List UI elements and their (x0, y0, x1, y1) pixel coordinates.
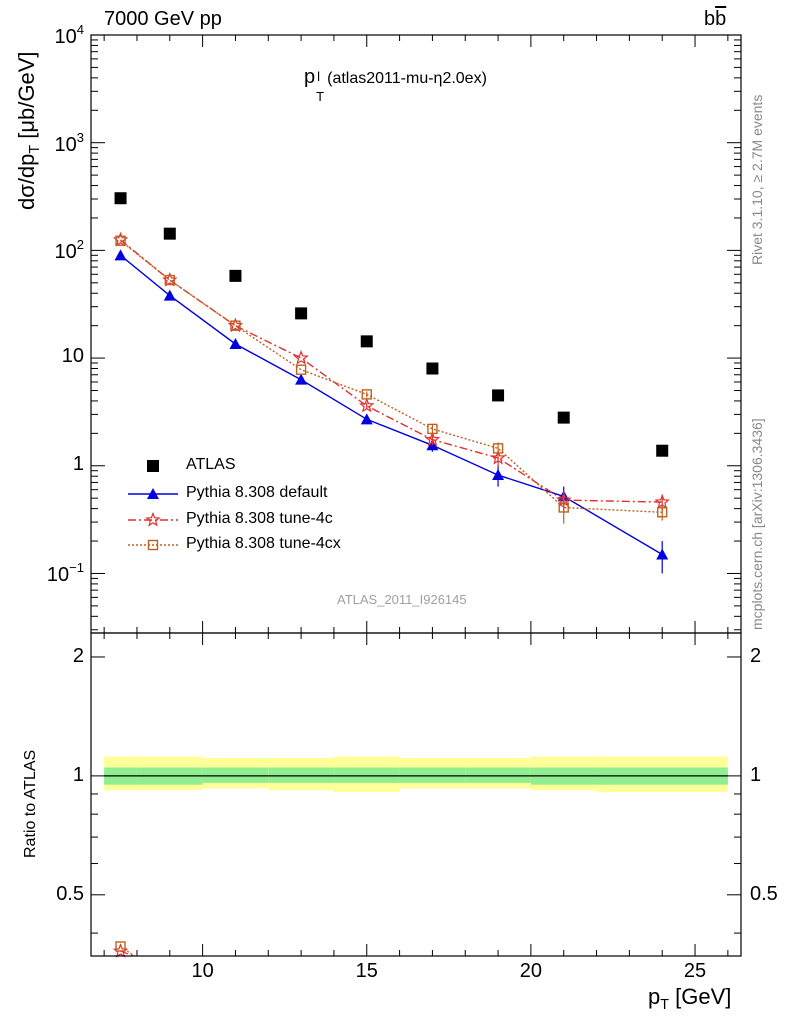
y-axis-label-main: dσ/dpT [μb/GeV] (14, 51, 43, 210)
x-axis-label: pT [GeV] (648, 984, 731, 1013)
mcplots-label: mcplots.cern.ch [arXiv:1306.3436] (749, 418, 765, 630)
x-tick-label: 10 (191, 960, 214, 982)
series-atlas (114, 192, 669, 457)
data-point (492, 469, 505, 481)
y-tick-label-main: 104 (54, 22, 84, 48)
legend-marker (145, 511, 161, 527)
data-point (163, 289, 176, 301)
data-point (295, 364, 307, 375)
x-axis-label-sub: T (660, 997, 669, 1013)
data-point (657, 507, 668, 518)
y-axis-label-unit: [μb/GeV] (14, 51, 39, 139)
data-point (360, 413, 373, 425)
plot-title-sub: T (316, 89, 325, 104)
y-axis-label-text: dσ/dp (14, 153, 39, 210)
y-tick-label-main: 10−1 (46, 560, 84, 587)
ratio-band-inner (268, 767, 334, 783)
data-point (163, 227, 176, 240)
ratio-line-tune-4c (120, 950, 135, 957)
data-point (424, 431, 441, 447)
ratio-band-inner (202, 767, 269, 783)
legend-marker (147, 460, 159, 472)
data-point (114, 249, 127, 261)
data-point (490, 449, 506, 465)
data-point (656, 444, 669, 457)
plot-title-tag: (atlas2011-mu-η2.0ex) (327, 70, 487, 87)
data-point (359, 397, 375, 413)
plot-title: p l T (atlas2011-mu-η2.0ex) (304, 66, 487, 104)
process-label-bbar: b (715, 8, 727, 30)
ratio-line-tune-4cx (120, 945, 135, 957)
data-point (426, 362, 439, 375)
y-tick-label-main: 10 (61, 345, 84, 368)
data-point (654, 493, 670, 509)
analysis-id: ATLAS_2011_I926145 (337, 592, 467, 607)
data-point (558, 502, 569, 513)
x-axis-label-unit: [GeV] (675, 984, 732, 1009)
data-point (114, 192, 127, 205)
y-tick-label-ratio-right: 0.5 (750, 882, 778, 905)
ratio-point (115, 941, 126, 952)
ratio-plot-frame (90, 632, 742, 957)
series-pythia-8-308-tune-4cx (115, 235, 668, 524)
process-label-b: b (704, 8, 716, 30)
legend-label-tune-4cx: Pythia 8.308 tune-4cx (186, 535, 341, 552)
plot-title-p: p (304, 66, 316, 88)
x-axis-label-p: p (648, 984, 661, 1009)
data-point (115, 235, 126, 246)
data-point (230, 320, 241, 331)
y-tick-label-main: 102 (54, 237, 84, 264)
process-label: bb (704, 8, 726, 31)
y-axis-label-sub: T (27, 144, 43, 154)
rivet-version-label: Rivet 3.1.10, ≥ 2.7M events (749, 94, 765, 265)
y-tick-label-ratio: 0.5 (56, 882, 84, 905)
y-axis-label-ratio: Ratio to ATLAS (22, 749, 39, 858)
data-point (293, 349, 309, 365)
data-point (229, 269, 242, 282)
y-tick-label-ratio: 1 (72, 763, 84, 786)
series-line (120, 239, 663, 503)
legend-marker (147, 488, 159, 499)
ratio-band-inner (333, 767, 400, 783)
data-point (656, 548, 669, 560)
y-tick-label-main: 103 (54, 129, 84, 156)
x-tick-label: 25 (683, 960, 707, 982)
ratio-band-inner (465, 767, 531, 783)
y-tick-label-main: 1 (72, 452, 84, 475)
data-point (229, 338, 242, 350)
collision-label: 7000 GeV pp (104, 8, 222, 30)
data-point (295, 307, 308, 320)
x-tick-label: 15 (355, 960, 378, 982)
legend-label-tune-4c: Pythia 8.308 tune-4c (186, 510, 333, 527)
data-point (164, 274, 175, 286)
data-point (492, 389, 505, 402)
data-point (492, 443, 504, 454)
data-point (427, 423, 438, 435)
data-point (360, 335, 373, 348)
ratio-uncertainty-bands (104, 756, 728, 793)
y-tick-label-ratio: 2 (72, 644, 84, 667)
y-tick-label-ratio-right: 2 (750, 644, 762, 667)
ratio-band-inner (399, 767, 466, 783)
plot-title-sup: l (317, 69, 321, 84)
legend-marker (147, 539, 159, 551)
data-point (295, 373, 308, 385)
y-tick-label-ratio-right: 1 (750, 763, 762, 786)
data-point (557, 411, 570, 424)
legend-label-atlas: ATLAS (186, 456, 236, 473)
x-tick-label: 20 (519, 960, 543, 982)
data-point (361, 389, 372, 400)
legend-label-default: Pythia 8.308 default (186, 484, 328, 501)
